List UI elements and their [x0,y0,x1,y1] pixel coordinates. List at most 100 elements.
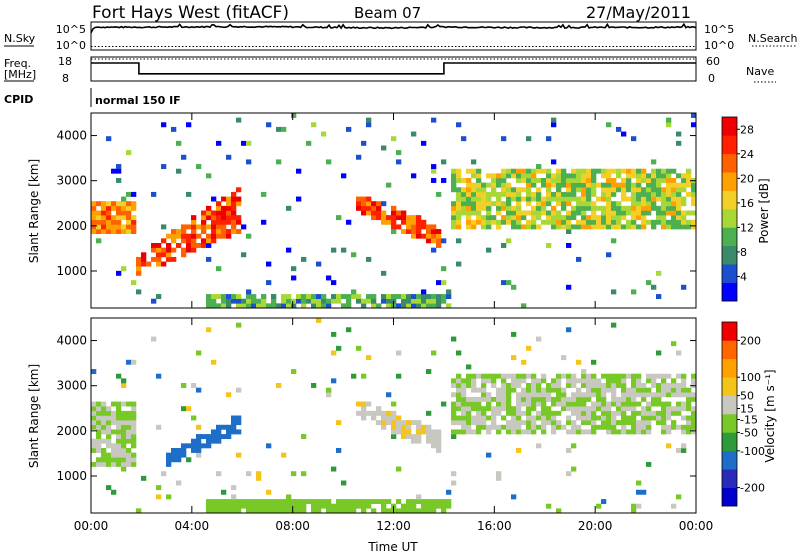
power-cell [236,187,242,193]
power-cell [291,266,297,272]
velocity-cell [646,378,652,384]
velocity-cell [356,345,362,351]
velocity-cell [91,369,97,375]
power-cell [156,294,162,300]
velocity-cell [346,499,352,505]
velocity-cell [121,383,127,388]
velocity-cell [621,396,627,402]
velocity-cell [521,401,527,407]
velocity-cell [671,503,677,509]
velocity-cell [331,508,337,514]
power-cell [556,219,562,225]
velocity-cell [151,336,157,342]
power-cell [216,294,222,300]
velocity-cell [96,410,102,416]
power-cell [486,173,492,179]
power-cell [126,224,132,230]
power-cell [496,182,502,188]
power-cell [226,205,232,211]
velocity-cell [316,503,322,509]
velocity-cell [681,429,687,435]
velocity-cell [516,406,522,412]
colorbar-swatch [722,395,737,415]
noise-panel-frame [90,21,697,51]
velocity-cell [641,392,647,398]
power-cell [661,215,667,221]
velocity-cell [466,396,472,402]
power-cell [406,215,412,221]
velocity-cell [656,396,662,402]
velocity-cell [601,401,607,407]
power-cell [161,252,167,258]
power-cell [126,229,132,235]
velocity-cell [231,499,237,505]
velocity-cell [511,387,517,393]
power-cell [501,280,507,286]
power-cell [101,210,107,216]
velocity-cell [671,378,677,384]
power-cell [461,201,467,207]
velocity-cell [251,508,257,514]
power-cell [231,196,237,202]
power-cell [166,233,172,239]
power-cell [531,210,537,216]
power-cell [511,187,517,193]
velocity-cell [236,452,242,458]
velocity-cell [416,429,422,435]
velocity-cell [461,415,467,421]
power-cell [586,215,592,221]
velocity-cell [286,499,292,505]
power-cell [631,136,637,142]
velocity-cell [251,503,257,509]
power-cell [546,187,552,193]
power-cell [581,196,587,202]
power-cell [616,187,622,193]
power-cell [211,196,217,202]
power-cell [516,196,522,202]
velocity-cell [531,383,537,388]
velocity-cell [611,401,617,407]
velocity-cell [586,406,592,412]
power-cell [411,224,417,230]
velocity-cell [371,410,377,416]
power-cell [556,201,562,207]
power-cell [571,191,577,197]
power-colorbar-label: Power [dB] [757,178,771,243]
power-cell [101,201,107,207]
power-cell [521,303,527,309]
power-cell [286,294,292,300]
power-cell [486,224,492,230]
power-cell [436,238,442,244]
power-cell [626,168,632,174]
velocity-cell [491,415,497,421]
power-cell [421,298,427,304]
power-cell [371,201,377,207]
power-cell [556,215,562,221]
velocity-cell [656,383,662,388]
velocity-cell [371,499,377,505]
power-cell [111,215,117,221]
power-cell [486,191,492,197]
velocity-cell [566,429,572,435]
power-cell [106,201,112,207]
velocity-cell [581,378,587,384]
velocity-cell [581,373,587,379]
colorbar-tick-label: -15 [740,414,758,427]
power-cell [621,215,627,221]
velocity-cell [496,396,502,402]
colorbar-swatch [722,245,737,265]
power-cell [341,294,347,300]
velocity-cell [231,424,237,430]
power-cell [491,187,497,193]
velocity-cell [216,438,222,444]
velocity-cell [196,434,202,440]
power-cell [231,224,237,230]
velocity-cell [611,410,617,416]
power-cell [441,294,447,300]
power-cell [546,215,552,221]
power-cell [651,182,657,188]
power-cell [211,219,217,225]
power-cell [561,215,567,221]
velocity-cell [646,461,652,467]
velocity-cell [481,396,487,402]
